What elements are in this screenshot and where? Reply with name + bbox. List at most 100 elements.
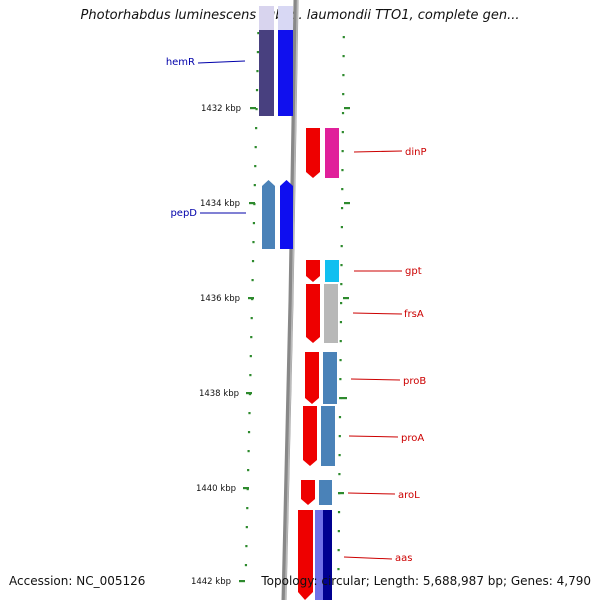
leader-dinP bbox=[353, 150, 403, 153]
gene-label-dinP[interactable]: dinP bbox=[405, 147, 427, 158]
gene-label-proA[interactable]: proA bbox=[401, 433, 424, 444]
minor-tick-dot bbox=[244, 564, 248, 567]
gene-label-proB[interactable]: proB bbox=[403, 376, 426, 387]
minor-tick-dot bbox=[256, 51, 260, 54]
minor-tick-dot bbox=[340, 264, 343, 267]
scale-tick bbox=[249, 202, 255, 205]
gene-proA-arrow[interactable] bbox=[303, 406, 317, 466]
gene-hemR-shade bbox=[259, 6, 274, 30]
minor-tick-dot bbox=[247, 431, 251, 434]
gene-label-aas[interactable]: aas bbox=[395, 553, 412, 564]
gene-label-hemR[interactable]: hemR bbox=[166, 57, 195, 68]
minor-tick-dot bbox=[251, 260, 255, 263]
backbone-line bbox=[281, 0, 299, 600]
minor-tick-dot bbox=[337, 511, 341, 514]
minor-tick-dot bbox=[340, 207, 344, 210]
leader-proB bbox=[350, 378, 401, 381]
scale-tick bbox=[343, 297, 349, 300]
minor-tick-dot bbox=[340, 283, 343, 286]
minor-tick-dot bbox=[247, 450, 250, 453]
gene-label-pepD[interactable]: pepD bbox=[170, 208, 197, 219]
minor-tick-dot bbox=[254, 146, 257, 149]
scale-label: 1434 kbp bbox=[200, 199, 240, 209]
minor-tick-dot bbox=[341, 169, 344, 172]
leader-frsA bbox=[352, 312, 403, 315]
minor-tick-dot bbox=[256, 70, 259, 73]
scale-tick bbox=[344, 202, 350, 205]
scale-tick bbox=[239, 580, 245, 583]
gene-pepD-cds[interactable] bbox=[280, 180, 293, 249]
minor-tick-dot bbox=[341, 112, 345, 115]
minor-tick-dot bbox=[337, 530, 340, 533]
minor-tick-dot bbox=[253, 184, 256, 187]
minor-tick-dot bbox=[249, 355, 252, 358]
gene-gpt-cds[interactable] bbox=[325, 260, 339, 282]
gene-gpt-arrow[interactable] bbox=[306, 260, 320, 282]
minor-tick-dot bbox=[341, 188, 344, 191]
gene-hemR-cds[interactable] bbox=[278, 6, 293, 116]
scale-tick bbox=[344, 107, 350, 110]
scale-tick bbox=[248, 297, 254, 300]
minor-tick-dot bbox=[245, 545, 248, 548]
gene-proA-cds[interactable] bbox=[321, 406, 335, 466]
gene-frsA-arrow[interactable] bbox=[306, 284, 320, 343]
gene-proB-cds[interactable] bbox=[323, 352, 337, 404]
gene-dinP-arrow[interactable] bbox=[306, 128, 320, 178]
minor-tick-dot bbox=[338, 435, 341, 438]
gene-proB-arrow[interactable] bbox=[305, 352, 319, 404]
gene-aas-arrow[interactable] bbox=[298, 510, 313, 600]
minor-tick-dot bbox=[339, 359, 342, 362]
minor-tick-dot bbox=[247, 469, 250, 472]
leader-proA bbox=[348, 435, 399, 438]
gene-hemR-cds-shade bbox=[278, 6, 293, 30]
minor-tick-dot bbox=[245, 526, 248, 529]
minor-tick-dot bbox=[340, 302, 343, 305]
gene-leaders bbox=[197, 60, 403, 560]
minor-tick-dot bbox=[338, 473, 341, 476]
gene-pepD-arrow[interactable] bbox=[262, 180, 275, 249]
scale-tick bbox=[250, 107, 256, 110]
scale-label: 1432 kbp bbox=[201, 104, 241, 114]
backbone-highlight bbox=[284, 0, 299, 600]
minor-tick-dot bbox=[246, 507, 249, 510]
minor-tick-dot bbox=[254, 165, 257, 168]
minor-tick-dot bbox=[338, 454, 341, 457]
minor-tick-dot bbox=[255, 89, 259, 92]
minor-tick-dot bbox=[342, 93, 345, 96]
minor-tick-dot bbox=[340, 226, 343, 229]
gene-aroL-cds[interactable] bbox=[319, 480, 332, 505]
gene-label-frsA[interactable]: frsA bbox=[404, 309, 424, 320]
gene-label-aroL[interactable]: aroL bbox=[398, 490, 420, 501]
gene-aas-cds-dark bbox=[323, 510, 332, 600]
scale-tick bbox=[341, 397, 347, 400]
right-strand-features bbox=[298, 128, 339, 600]
scale-label: 1438 kbp bbox=[199, 389, 239, 399]
minor-tick-dot bbox=[249, 374, 252, 377]
minor-tick-dot bbox=[342, 36, 345, 39]
gene-frsA-cds[interactable] bbox=[324, 284, 338, 343]
minor-tick-dot bbox=[339, 397, 342, 400]
scale-ticks bbox=[239, 107, 350, 583]
minor-tick-dot bbox=[342, 55, 345, 58]
minor-tick-dot bbox=[255, 108, 258, 111]
gene-label-gpt[interactable]: gpt bbox=[405, 266, 422, 277]
minor-tick-dot bbox=[337, 549, 340, 552]
minor-tick-dot bbox=[252, 222, 256, 225]
minor-tick-dot bbox=[338, 416, 342, 419]
minor-tick-dot bbox=[341, 150, 344, 153]
scale-tick bbox=[246, 392, 252, 395]
gene-hemR-arrow[interactable] bbox=[259, 6, 274, 116]
scale-labels: 1432 kbp 1434 kbp 1436 kbp 1438 kbp 1440… bbox=[191, 104, 241, 587]
gene-aroL-arrow[interactable] bbox=[301, 480, 315, 505]
topology-summary-text: Topology: circular; Length: 5,688,987 bp… bbox=[261, 574, 591, 588]
scale-tick bbox=[243, 487, 249, 490]
accession-text: Accession: NC_005126 bbox=[9, 574, 146, 588]
minor-tick-dot bbox=[250, 317, 253, 320]
minor-tick-dot bbox=[257, 32, 260, 35]
scale-label: 1440 kbp bbox=[196, 484, 236, 494]
gene-dinP-cds[interactable] bbox=[325, 128, 339, 178]
minor-tick-dot bbox=[342, 74, 345, 77]
minor-tick-dot bbox=[339, 321, 343, 324]
